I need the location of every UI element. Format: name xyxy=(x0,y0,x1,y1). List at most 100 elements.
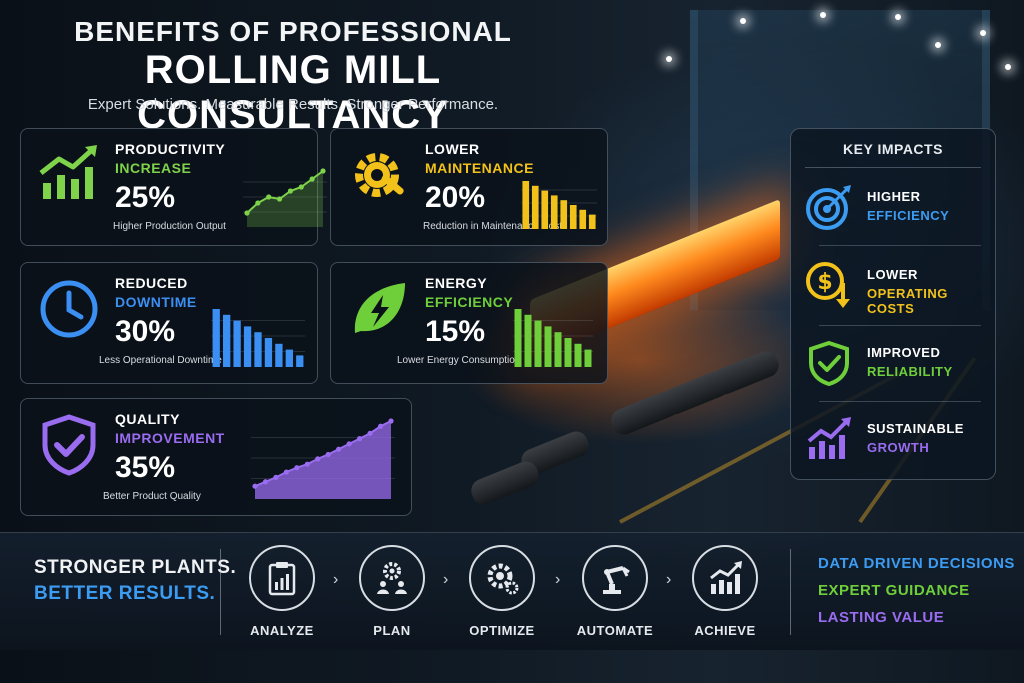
data-point xyxy=(276,196,283,202)
chevron-right-icon: › xyxy=(555,571,561,588)
step-optimize: OPTIMIZE xyxy=(452,545,552,638)
impact-label: IMPROVED xyxy=(867,345,941,360)
data-point xyxy=(252,483,258,489)
card-value: 35% xyxy=(115,451,176,484)
bar xyxy=(212,309,220,367)
step-circle xyxy=(692,545,758,611)
card-label: LOWER xyxy=(425,141,480,157)
bar xyxy=(275,343,283,367)
bar xyxy=(584,349,592,367)
step-label: PLAN xyxy=(373,623,411,638)
card-label-accent: IMPROVEMENT xyxy=(115,430,225,446)
ceiling-light xyxy=(1005,64,1011,70)
page-subtitle: Expert Solutions. Measurable Results. St… xyxy=(87,96,499,113)
impact-label: SUSTAINABLE xyxy=(867,421,964,436)
card-label: PRODUCTIVITY xyxy=(115,141,226,157)
page-title-line1: BENEFITS OF PROFESSIONAL xyxy=(74,16,512,47)
bar xyxy=(522,181,530,229)
clock-icon xyxy=(40,280,98,338)
card-value: 30% xyxy=(115,315,176,348)
data-point xyxy=(283,469,289,475)
card-value: 15% xyxy=(425,315,486,348)
bar xyxy=(264,338,273,367)
gears-icon xyxy=(487,563,519,595)
data-point xyxy=(262,479,269,485)
data-point xyxy=(336,446,342,452)
data-point xyxy=(357,436,363,442)
svg-text:$: $ xyxy=(817,270,832,295)
growth-chart-icon xyxy=(39,145,97,199)
impact-label: HIGHER xyxy=(867,189,921,204)
maintenance-bar-chart xyxy=(521,181,597,229)
card-label: REDUCED xyxy=(115,275,188,291)
data-point xyxy=(273,474,279,480)
key-impacts-panel: KEY IMPACTS HIGHER EFFICIENCY $ LOWER OP… xyxy=(790,128,996,480)
bar xyxy=(254,332,262,367)
roller xyxy=(467,457,543,509)
productivity-line-chart xyxy=(243,168,327,227)
dollar-down-icon: $ xyxy=(806,262,850,308)
ceiling-light xyxy=(895,14,901,20)
card-description: Better Product Quality xyxy=(103,491,201,502)
step-achieve: ACHIEVE xyxy=(675,545,775,638)
gear-people-icon xyxy=(377,562,407,594)
value-statement: LASTING VALUE xyxy=(818,609,945,626)
chevron-right-icon: › xyxy=(333,571,339,588)
bar xyxy=(223,314,231,367)
slogan-line2: BETTER RESULTS. xyxy=(34,583,216,604)
growth-chart-icon xyxy=(807,417,851,459)
ceiling-light xyxy=(820,12,826,18)
impact-label-accent: EFFICIENCY xyxy=(867,208,950,223)
data-point xyxy=(309,176,315,182)
step-plan: PLAN xyxy=(342,545,442,638)
ceiling-light xyxy=(935,42,941,48)
bar xyxy=(524,314,532,367)
impact-label-accent: RELIABILITY xyxy=(867,364,953,379)
card-value: 25% xyxy=(115,181,176,214)
data-point xyxy=(255,200,261,206)
step-analyze: ANALYZE xyxy=(232,545,332,638)
divider xyxy=(819,325,981,326)
step-label: AUTOMATE xyxy=(576,623,654,638)
impact-item: $ LOWER OPERATING COSTS xyxy=(805,249,985,321)
target-icon xyxy=(806,185,851,230)
gear-wrench-icon xyxy=(355,153,404,197)
card-label-accent: EFFICIENCY xyxy=(425,294,514,310)
divider xyxy=(819,401,981,402)
energy-card: ENERGY EFFICIENCY 15% Lower Energy Consu… xyxy=(330,262,608,384)
bar xyxy=(544,326,552,367)
step-circle xyxy=(249,545,315,611)
bar xyxy=(514,309,522,367)
card-label: ENERGY xyxy=(425,275,488,291)
divider xyxy=(819,245,981,246)
page-title-line2: ROLLING MILL CONSULTANCY xyxy=(137,48,449,137)
card-label: QUALITY xyxy=(115,411,180,427)
roller xyxy=(707,347,783,399)
ceiling-light xyxy=(740,18,746,24)
data-point xyxy=(325,451,331,458)
card-label-accent: DOWNTIME xyxy=(115,294,197,310)
value-statement: DATA DRIVEN DECISIONS xyxy=(818,555,1015,572)
bar xyxy=(574,343,582,367)
downtime-bar-chart xyxy=(211,309,305,367)
step-circle xyxy=(469,545,535,611)
key-impacts-title: KEY IMPACTS xyxy=(843,141,943,157)
data-point xyxy=(346,441,352,447)
data-point xyxy=(304,461,310,467)
clipboard-chart-icon xyxy=(268,562,296,596)
step-label: OPTIMIZE xyxy=(469,623,535,638)
data-point xyxy=(377,423,384,429)
process-band: STRONGER PLANTS. BETTER RESULTS. ANALYZE… xyxy=(0,532,1024,650)
card-label-accent: INCREASE xyxy=(115,160,192,176)
data-point xyxy=(294,465,300,471)
card-description: Reduction in Maintenance Cost xyxy=(423,221,562,232)
step-automate: AUTOMATE xyxy=(565,545,665,638)
chevron-right-icon: › xyxy=(443,571,449,588)
bar xyxy=(569,205,577,229)
card-label-accent: MAINTENANCE xyxy=(425,160,534,176)
bar xyxy=(243,326,252,367)
impact-label: LOWER xyxy=(867,267,918,282)
step-circle xyxy=(582,545,648,611)
bar xyxy=(285,349,293,367)
data-point xyxy=(287,188,294,194)
